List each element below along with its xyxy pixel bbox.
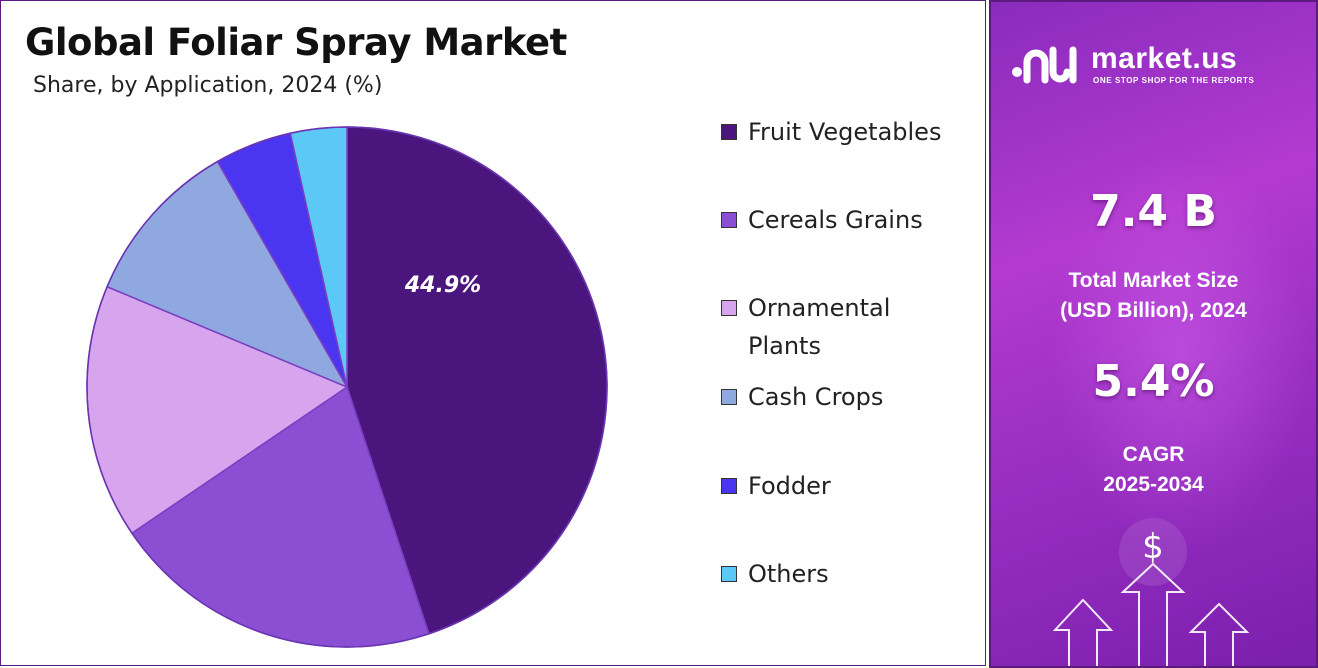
legend-label: Cash Crops bbox=[748, 383, 884, 411]
brand-tagline: ONE STOP SHOP FOR THE REPORTS bbox=[1093, 76, 1255, 85]
chart-subtitle: Share, by Application, 2024 (%) bbox=[33, 73, 383, 98]
cagr-label: CAGR 2025-2034 bbox=[991, 440, 1316, 500]
legend-label: Cereals Grains bbox=[748, 206, 923, 234]
legend-label: Others bbox=[748, 560, 829, 588]
legend-item-fodder: Fodder bbox=[721, 467, 968, 505]
cagr-value: 5.4% bbox=[1092, 356, 1215, 407]
chart-panel: Global Foliar Spray Market Share, by App… bbox=[0, 0, 986, 666]
market-size-label-line2: (USD Billion), 2024 bbox=[1060, 299, 1247, 322]
cagr-label-line1: CAGR bbox=[1122, 443, 1185, 466]
market-size-label-line1: Total Market Size bbox=[1068, 269, 1239, 292]
data-label-fruit-vegetables: 44.9% bbox=[404, 273, 481, 298]
cagr-label-line2: 2025-2034 bbox=[1103, 473, 1204, 496]
legend-swatch bbox=[721, 389, 737, 405]
legend-swatch bbox=[721, 212, 737, 228]
market-us-logo-icon bbox=[1012, 46, 1077, 84]
legend-swatch bbox=[721, 566, 737, 582]
legend-label: Ornamental Plants bbox=[748, 294, 891, 360]
legend-swatch bbox=[721, 300, 737, 316]
dollar-icon: $ bbox=[1142, 527, 1164, 567]
pie-chart: 44.9% bbox=[86, 126, 608, 648]
legend-item-cash-crops: Cash Crops bbox=[721, 378, 968, 416]
chart-title: Global Foliar Spray Market bbox=[25, 21, 567, 64]
market-size-label: Total Market Size (USD Billion), 2024 bbox=[991, 266, 1316, 326]
legend-item-fruit-vegetables: Fruit Vegetables bbox=[721, 113, 968, 151]
legend-swatch bbox=[721, 478, 737, 494]
market-size-value: 7.4 B bbox=[1090, 186, 1217, 237]
legend-item-cereals-grains: Cereals Grains bbox=[721, 201, 968, 239]
legend-swatch bbox=[721, 124, 737, 140]
growth-arrows-illustration: $ bbox=[1052, 518, 1250, 666]
legend-label: Fruit Vegetables bbox=[748, 118, 942, 146]
background-glow bbox=[1051, 152, 1311, 552]
brand-logo: market.us ONE STOP SHOP FOR THE REPORTS bbox=[1009, 42, 1309, 92]
legend-item-ornamental-plants: Ornamental Plants bbox=[721, 289, 918, 365]
summary-panel: market.us ONE STOP SHOP FOR THE REPORTS … bbox=[989, 0, 1318, 668]
pie-outline bbox=[86, 126, 608, 648]
legend-label: Fodder bbox=[748, 472, 831, 500]
brand-name: market.us bbox=[1091, 42, 1238, 75]
legend-item-others: Others bbox=[721, 555, 968, 593]
